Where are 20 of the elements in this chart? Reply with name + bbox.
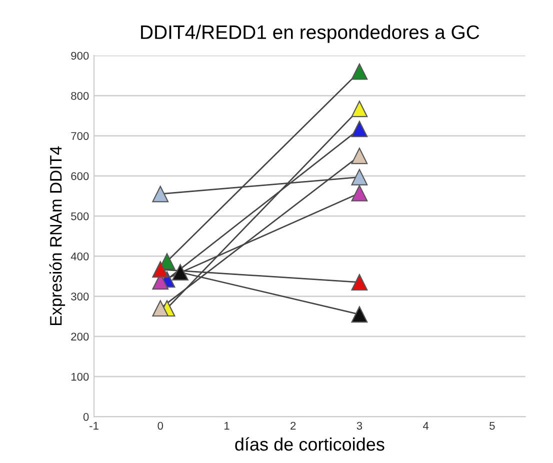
y-tick-label: 300 [71,292,89,300]
y-tick-label: 700 [71,132,89,140]
y-tick-label: 400 [70,252,89,260]
y-tick-label: 500 [71,212,89,220]
chart-title: DDIT4/REDD1 en respondedores a GC [141,24,480,43]
x-tick-label: 0 [158,422,164,430]
y-tick-label: 100 [71,372,89,381]
y-tick-label: 0 [83,412,89,421]
x-tick-label: 4 [422,422,429,430]
y-tick-label: 800 [71,92,89,100]
x-tick-label: 1 [224,422,230,430]
y-tick-label: 900 [71,52,89,60]
y-tick-label: 600 [71,172,89,180]
x-axis-title: días de corticoides [235,437,384,451]
y-axis-title: Expresión RNAm DDIT4 [49,146,66,326]
x-tick-label: -1 [90,422,98,430]
x-tick-label: 2 [290,422,296,430]
x-tick-label: 3 [356,422,362,430]
x-tick-label: 5 [490,422,495,430]
y-tick-label: 200 [71,332,89,341]
